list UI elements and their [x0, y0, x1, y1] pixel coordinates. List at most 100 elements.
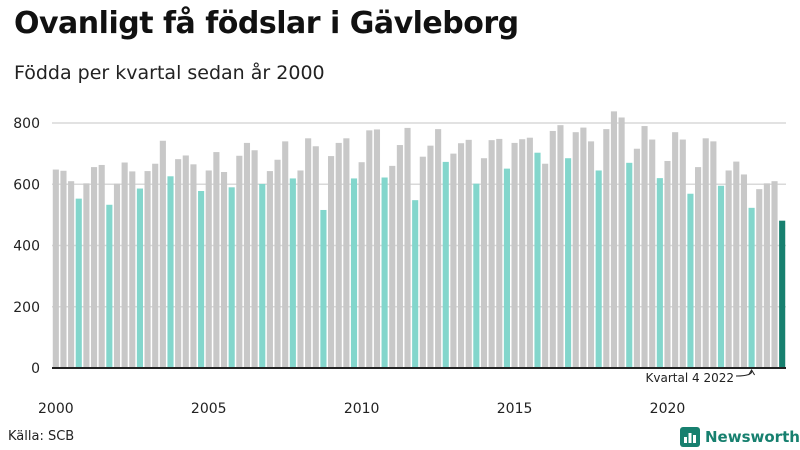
bar — [60, 170, 67, 368]
bar — [725, 170, 732, 368]
bar — [457, 143, 465, 368]
bar — [695, 167, 702, 368]
bar — [175, 159, 182, 368]
brand-logo: Newsworthy — [680, 427, 800, 447]
bar — [381, 177, 388, 368]
bar — [129, 171, 136, 368]
bar — [75, 198, 82, 368]
bar — [503, 168, 510, 368]
bar — [266, 171, 273, 368]
y-tick-label: 800 — [13, 116, 40, 132]
bar — [205, 170, 212, 368]
annotation-arrowhead — [748, 369, 756, 376]
bar — [664, 160, 671, 368]
annotation-label: Kvartal 4 2022 — [646, 371, 734, 385]
bar — [442, 161, 449, 368]
bar — [358, 162, 365, 368]
bar — [412, 200, 419, 368]
bar — [427, 145, 434, 368]
bar — [396, 145, 403, 368]
bar — [496, 138, 503, 368]
bar — [83, 183, 90, 368]
x-tick-label: 2005 — [191, 401, 227, 417]
newsworthy-logo-icon — [680, 427, 700, 447]
bar — [190, 164, 197, 368]
bar — [687, 193, 694, 368]
bar — [679, 139, 686, 368]
bar — [113, 183, 121, 368]
source-label: Källa: SCB — [8, 429, 75, 444]
bar — [756, 189, 763, 368]
bar — [312, 146, 319, 368]
bar — [633, 148, 640, 368]
chart-title: Ovanligt få födslar i Gävleborg — [14, 6, 519, 41]
brand-name: Newsworthy — [705, 428, 800, 446]
bar — [343, 138, 350, 368]
bar — [672, 132, 679, 368]
x-tick-label: 2010 — [344, 401, 380, 417]
bar — [717, 185, 725, 368]
bar — [68, 181, 75, 368]
bar — [733, 161, 740, 368]
x-tick-label: 2000 — [38, 401, 74, 417]
bar — [159, 140, 166, 368]
bar — [435, 129, 442, 368]
bar — [152, 163, 159, 368]
bar — [771, 181, 778, 368]
bar — [557, 125, 564, 368]
bar — [572, 132, 579, 368]
bar — [480, 158, 488, 368]
bar — [404, 127, 411, 369]
bar — [167, 176, 174, 368]
bar — [136, 188, 143, 368]
bar — [610, 111, 618, 369]
bar — [465, 139, 472, 368]
bar — [106, 204, 113, 368]
bar — [282, 141, 289, 368]
bar — [656, 178, 663, 369]
bar — [182, 155, 189, 368]
bar — [511, 142, 518, 368]
bar — [763, 183, 770, 368]
bar — [618, 117, 625, 369]
bar — [595, 170, 602, 368]
bar — [236, 155, 243, 368]
bar — [488, 140, 495, 368]
bar — [274, 159, 281, 368]
bar — [320, 209, 327, 368]
bar — [366, 130, 373, 368]
bar — [350, 178, 358, 368]
bar — [641, 126, 648, 368]
x-tick-label: 2015 — [497, 401, 533, 417]
bar — [389, 165, 396, 368]
bar — [580, 127, 587, 368]
bar — [587, 141, 595, 368]
bar — [710, 141, 717, 368]
bar — [649, 139, 656, 368]
bar — [121, 162, 128, 368]
y-tick-label: 600 — [13, 177, 40, 193]
bar — [603, 129, 610, 368]
bar — [419, 156, 426, 368]
bar — [328, 156, 335, 368]
bar — [542, 163, 549, 368]
x-tick-label: 2020 — [650, 401, 686, 417]
bar — [228, 187, 235, 368]
bar — [526, 137, 533, 368]
bar — [335, 142, 342, 368]
chart-subtitle: Födda per kvartal sedan år 2000 — [14, 62, 325, 84]
y-tick-label: 200 — [13, 300, 40, 316]
bar — [519, 139, 526, 368]
bar — [373, 129, 381, 368]
bar — [251, 150, 258, 368]
bar — [473, 183, 480, 368]
bar — [305, 138, 312, 368]
bar — [779, 220, 786, 368]
bar — [297, 170, 304, 368]
bar — [243, 142, 251, 368]
bar — [748, 207, 755, 368]
bar — [534, 152, 541, 368]
bar — [98, 164, 105, 368]
bar — [52, 169, 59, 368]
